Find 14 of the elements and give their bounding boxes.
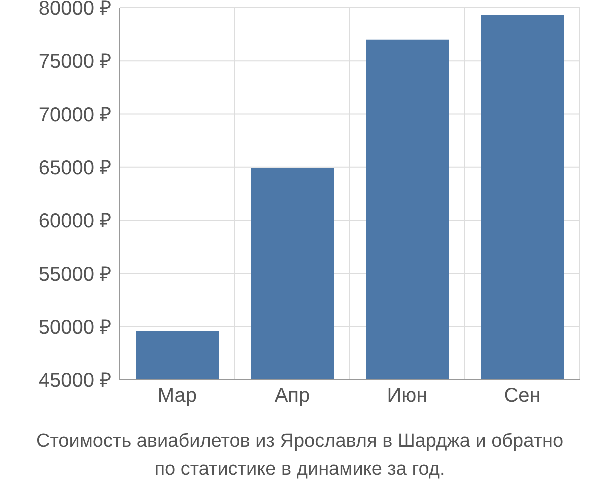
x-tick-label: Июн bbox=[387, 385, 428, 408]
x-tick-label: Сен bbox=[504, 385, 541, 408]
y-tick-label: 45000 ₽ bbox=[38, 370, 112, 392]
y-tick-label: 55000 ₽ bbox=[38, 264, 112, 286]
text: по статистике в динамике за год. bbox=[154, 458, 446, 482]
y-tick-label: 70000 ₽ bbox=[38, 104, 112, 126]
y-tick-label: 75000 ₽ bbox=[38, 51, 112, 74]
text: Стоимость авиабилетов из Ярославля в Шарджа и обратно bbox=[35, 430, 565, 454]
x-tick-label: Мар bbox=[158, 385, 198, 408]
y-tick-label: 65000 ₽ bbox=[38, 158, 112, 180]
y-tick-label: 60000 ₽ bbox=[38, 210, 112, 233]
y-tick-label: 80000 ₽ bbox=[38, 0, 112, 20]
x-tick-label: Апр bbox=[274, 385, 310, 408]
y-tick-label: 50000 ₽ bbox=[38, 316, 112, 339]
